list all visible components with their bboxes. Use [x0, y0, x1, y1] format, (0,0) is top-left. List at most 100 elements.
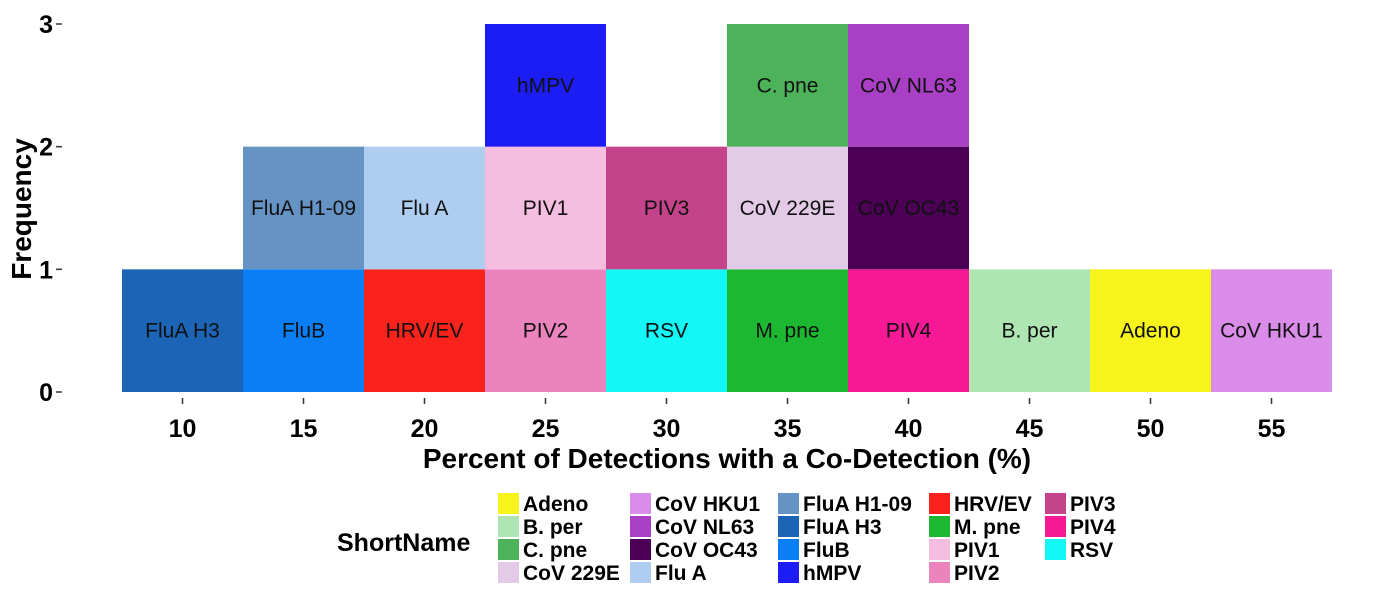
legend-label-c-pne: C. pne — [523, 539, 587, 562]
legend-label-piv4: PIV4 — [1070, 516, 1116, 539]
y-tick-label: 1 — [39, 256, 53, 284]
tile-hmpv — [485, 24, 606, 147]
legend-swatch-flu-a — [630, 562, 651, 583]
tile-label-hrv-ev: HRV/EV — [386, 320, 464, 343]
legend-swatch-adeno — [498, 493, 519, 514]
legend-label-cov-229e: CoV 229E — [523, 562, 620, 585]
legend-label-flua-h1-09: FluA H1-09 — [803, 493, 912, 516]
tile-label-hmpv: hMPV — [517, 74, 574, 97]
tile-label-flua-h3: FluA H3 — [145, 320, 220, 343]
tile-cov-229e — [727, 146, 848, 270]
x-axis-title: Percent of Detections with a Co-Detectio… — [423, 443, 1031, 474]
tile-label-flub: FluB — [282, 320, 325, 343]
tile-label-m-pne: M. pne — [755, 320, 819, 343]
legend-swatch-piv1 — [929, 539, 950, 560]
tile-label-cov-nl63: CoV NL63 — [860, 74, 957, 97]
x-tick-label: 25 — [532, 415, 560, 443]
legend-swatch-m-pne — [929, 516, 950, 537]
legend-label-piv1: PIV1 — [954, 539, 1000, 562]
x-tick-label: 45 — [1016, 415, 1044, 443]
legend-swatch-piv3 — [1045, 493, 1066, 514]
legend-label-flu-a: Flu A — [655, 562, 707, 585]
x-tick-label: 15 — [290, 415, 318, 443]
tile-adeno — [1090, 269, 1211, 392]
legend-label-cov-nl63: CoV NL63 — [655, 516, 754, 539]
tile-label-cov-229e: CoV 229E — [740, 197, 836, 220]
tile-flua-h1-09 — [243, 146, 364, 270]
tile-piv2 — [485, 269, 606, 392]
legend-label-b-per: B. per — [523, 516, 583, 539]
tile-label-piv2: PIV2 — [523, 320, 569, 343]
x-tick-label: 40 — [895, 415, 923, 443]
x-axis: 10 15 20 25 30 35 40 45 50 55 — [169, 398, 1286, 443]
legend-swatch-piv4 — [1045, 516, 1066, 537]
x-tick-label: 20 — [411, 415, 439, 443]
tile-label-adeno: Adeno — [1120, 320, 1181, 343]
y-tick-label: 0 — [39, 379, 53, 407]
x-tick-label: 50 — [1137, 415, 1165, 443]
legend-swatch-hmpv — [778, 562, 799, 583]
legend-swatch-flua-h3 — [778, 516, 799, 537]
legend-label-cov-oc43: CoV OC43 — [655, 539, 758, 562]
tile-piv3 — [606, 146, 727, 270]
legend-swatch-cov-nl63 — [630, 516, 651, 537]
tile-label-piv4: PIV4 — [886, 320, 932, 343]
tile-rsv — [606, 269, 727, 392]
tile-cov-oc43 — [848, 146, 969, 270]
tile-b-per — [969, 269, 1090, 392]
legend-label-flub: FluB — [803, 539, 850, 562]
tile-piv1 — [485, 146, 606, 270]
tile-cov-nl63 — [848, 24, 969, 147]
legend-swatch-flua-h1-09 — [778, 493, 799, 514]
tile-m-pne — [727, 269, 848, 392]
legend-swatch-cov-oc43 — [630, 539, 651, 560]
legend-label-rsv: RSV — [1070, 539, 1113, 562]
legend-label-cov-hku1: CoV HKU1 — [655, 493, 760, 516]
legend-swatch-hrv-ev — [929, 493, 950, 514]
y-tick-label: 3 — [39, 11, 53, 39]
legend-title: ShortName — [337, 529, 470, 557]
x-tick-label: 10 — [169, 415, 197, 443]
x-tick-label: 30 — [653, 415, 681, 443]
tile-piv4 — [848, 269, 969, 392]
tile-label-piv3: PIV3 — [644, 197, 690, 220]
legend-label-piv3: PIV3 — [1070, 493, 1116, 516]
tile-label-cov-hku1: CoV HKU1 — [1220, 320, 1323, 343]
tile-label-flua-h1-09: FluA H1-09 — [251, 197, 356, 220]
tile-label-c-pne: C. pne — [757, 74, 819, 97]
tile-label-rsv: RSV — [645, 320, 688, 343]
legend-label-hmpv: hMPV — [803, 562, 861, 585]
tile-flua-h3 — [122, 269, 243, 392]
legend-label-flua-h3: FluA H3 — [803, 516, 882, 539]
legend-swatch-b-per — [498, 516, 519, 537]
tile-label-piv1: PIV1 — [523, 197, 569, 220]
legend-label-m-pne: M. pne — [954, 516, 1021, 539]
legend-label-hrv-ev: HRV/EV — [954, 493, 1032, 516]
tile-label-b-per: B. per — [1001, 320, 1057, 343]
tile-flu-a — [364, 146, 485, 270]
legend-swatch-cov-hku1 — [630, 493, 651, 514]
tile-flub — [243, 269, 364, 392]
tiles-layer: FluA H3 FluB FluA H1-09 HRV/EV Flu A PIV2 PIV1… — [122, 24, 1332, 392]
legend-swatch-c-pne — [498, 539, 519, 560]
legend-swatch-cov-229e — [498, 562, 519, 583]
x-tick-label: 35 — [774, 415, 802, 443]
x-tick-label: 55 — [1258, 415, 1286, 443]
y-tick-label: 2 — [39, 134, 53, 162]
legend-label-adeno: Adeno — [523, 493, 588, 516]
tile-label-cov-oc43: CoV OC43 — [858, 197, 960, 220]
legend-label-piv2: PIV2 — [954, 562, 1000, 585]
tile-label-flu-a: Flu A — [401, 197, 449, 220]
tile-hrv-ev — [364, 269, 485, 392]
y-axis-title: Frequency — [6, 138, 37, 280]
tile-c-pne — [727, 24, 848, 147]
tile-cov-hku1 — [1211, 269, 1332, 392]
legend-swatch-piv2 — [929, 562, 950, 583]
y-axis: 0 1 2 3 — [39, 11, 62, 407]
legend-swatch-flub — [778, 539, 799, 560]
legend-swatch-rsv — [1045, 539, 1066, 560]
